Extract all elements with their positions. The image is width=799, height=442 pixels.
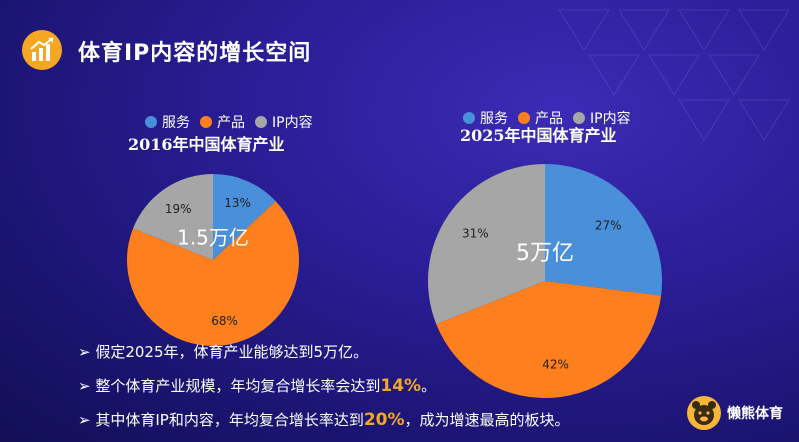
highlight-value: 14% [380, 376, 422, 396]
brand-logo: 懒熊体育 [687, 396, 783, 430]
legend-swatch [573, 112, 585, 124]
logo-text: 懒熊体育 [727, 406, 783, 422]
legend-item-service: 服务 [463, 108, 508, 128]
legend-label: 服务 [162, 115, 190, 131]
background-pattern [558, 9, 790, 141]
arrow-icon: ➢ [78, 411, 96, 429]
bullet-item: ➢ 其中体育IP和内容，年均复合增长率达到20%，成为增速最高的板块。 [78, 410, 570, 430]
slice-product [436, 281, 662, 399]
slice-product [127, 201, 299, 346]
legend-swatch [463, 112, 475, 124]
slice-value-label: 31% [462, 227, 489, 241]
pie-chart-2025: 27% 42% 31% 5万亿 [428, 164, 662, 399]
legend-swatch [200, 116, 212, 128]
legend-label: IP内容 [590, 111, 631, 127]
slice-ip [133, 174, 213, 260]
legend-label: 产品 [535, 111, 563, 127]
slice-service [545, 164, 662, 296]
pie-chart-2016: 13% 68% 19% 1.5万亿 [127, 174, 299, 346]
slice-value-label: 68% [211, 314, 238, 328]
slice-value-label: 27% [595, 218, 622, 232]
pie-center-label: 1.5万亿 [177, 226, 249, 250]
chart-1-title: 2016年中国体育产业 [128, 135, 285, 154]
slice-service [213, 174, 276, 260]
bullet-item: ➢ 整个体育产业规模，年均复合增长率会达到14%。 [78, 376, 437, 396]
legend-item-product: 产品 [518, 108, 563, 128]
chart-2-title: 2025年中国体育产业 [460, 126, 617, 145]
legend-label: 服务 [480, 111, 508, 127]
legend-label: 产品 [217, 115, 245, 131]
legend-item-service: 服务 [145, 112, 190, 132]
chart-2-legend: 服务 产品 IP内容 [463, 108, 641, 128]
arrow-icon: ➢ [78, 343, 96, 361]
page-title: 体育IP内容的增长空间 [78, 41, 312, 66]
legend-item-product: 产品 [200, 112, 245, 132]
bullet-list: ➢ 假定2025年，体育产业能够达到5万亿。 ➢ 整个体育产业规模，年均复合增长… [78, 340, 570, 442]
chart-1-legend: 服务 产品 IP内容 [145, 112, 323, 132]
legend-swatch [145, 116, 157, 128]
pie-center-label: 5万亿 [516, 241, 574, 266]
slice-value-label: 42% [542, 358, 569, 372]
bullet-item: ➢ 假定2025年，体育产业能够达到5万亿。 [78, 343, 369, 361]
bear-logo-icon [687, 396, 721, 430]
slice-ip [428, 164, 545, 325]
slice-value-label: 13% [224, 196, 251, 210]
legend-swatch [518, 112, 530, 124]
growth-chart-icon [22, 30, 62, 70]
slice-value-label: 19% [165, 202, 192, 216]
legend-label: IP内容 [272, 115, 313, 131]
legend-item-ip: IP内容 [573, 108, 631, 128]
arrow-icon: ➢ [78, 377, 96, 395]
legend-swatch [255, 116, 267, 128]
highlight-value: 20% [363, 410, 405, 430]
legend-item-ip: IP内容 [255, 112, 313, 132]
